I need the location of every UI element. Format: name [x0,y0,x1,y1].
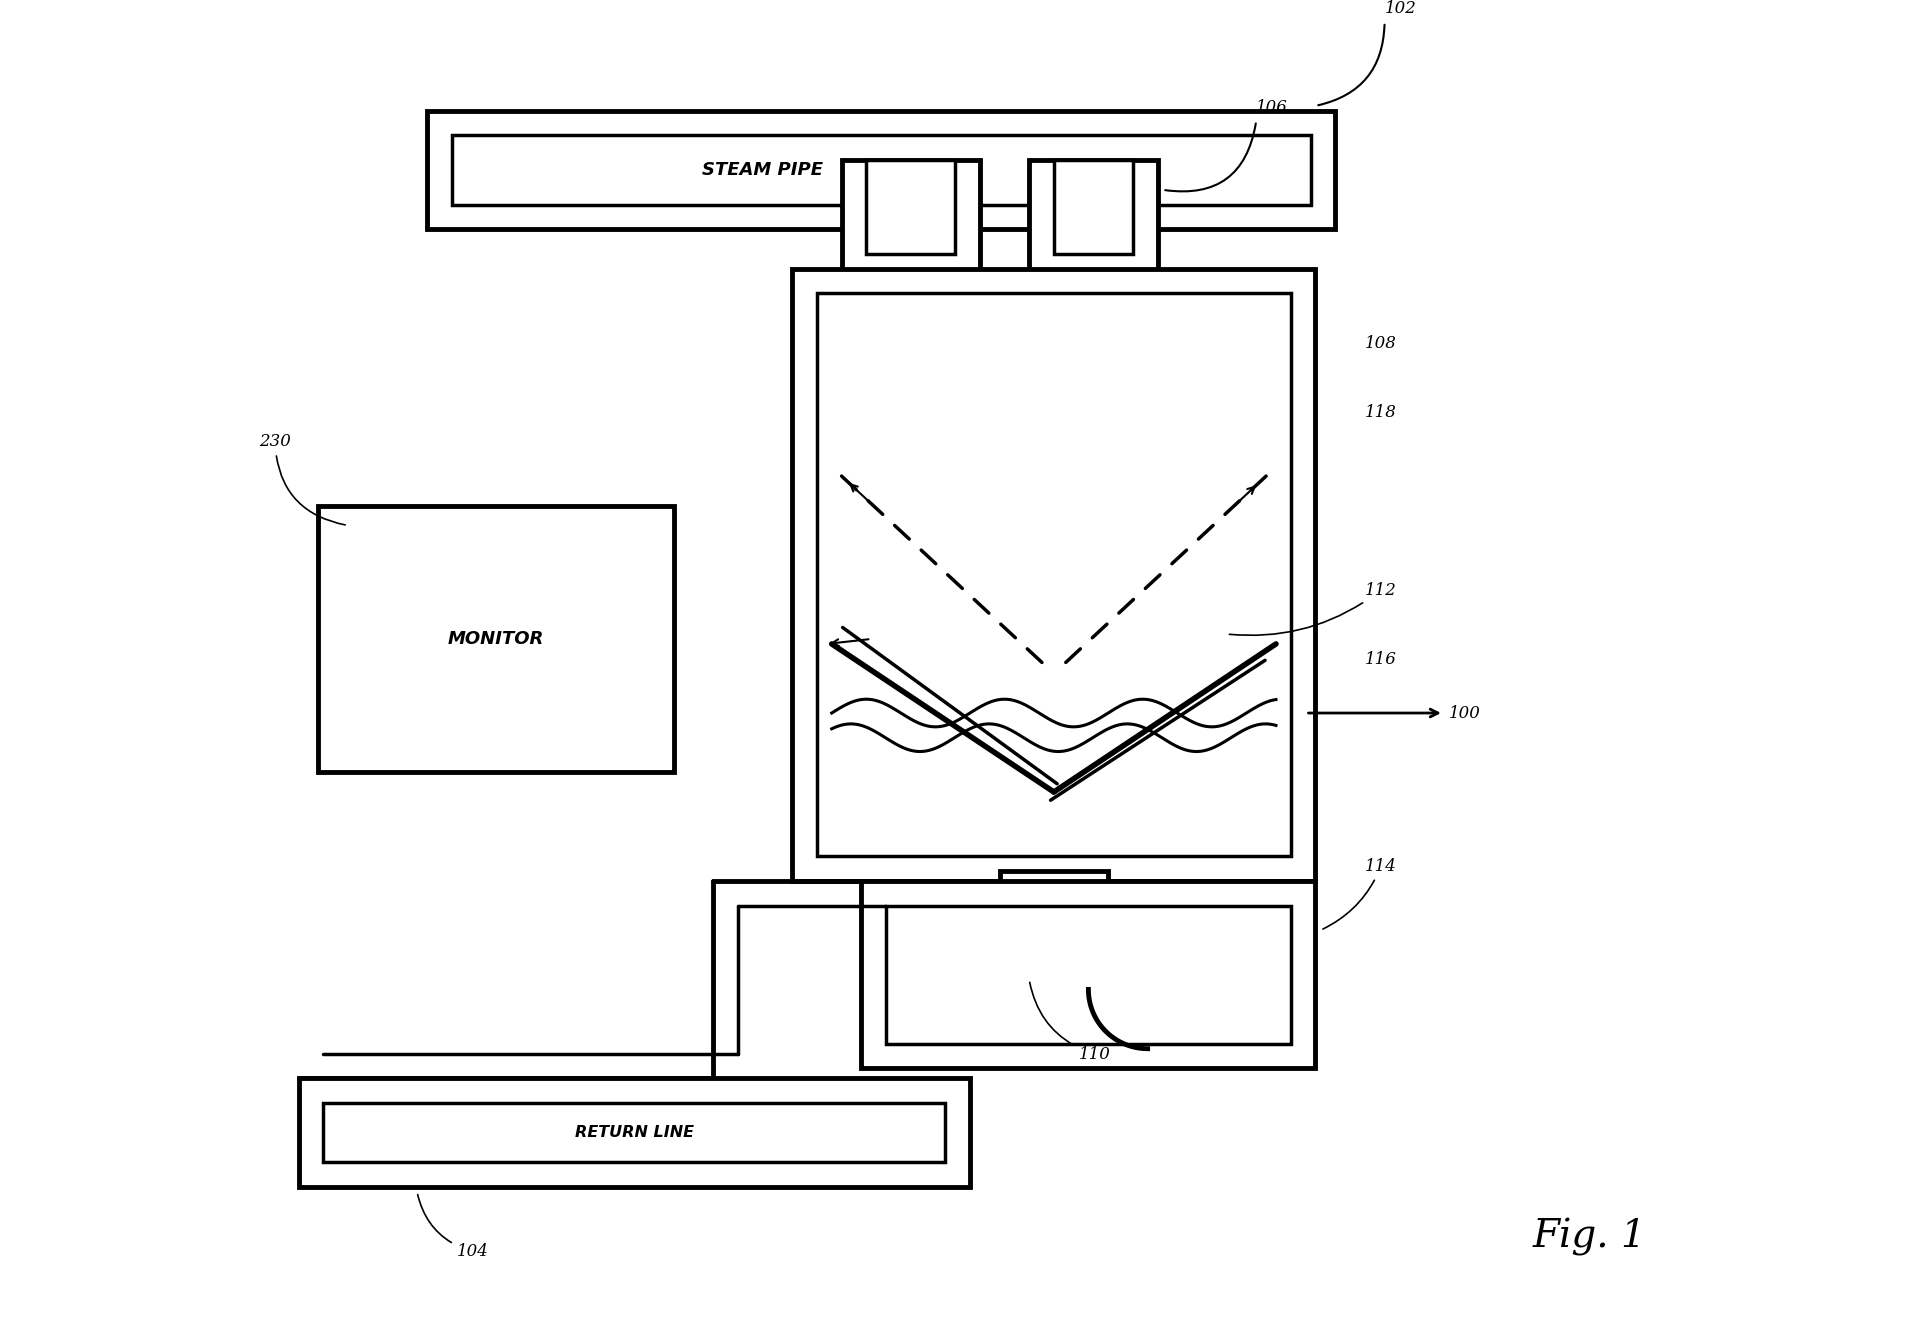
Bar [427,111,1336,230]
Bar [1000,870,1108,969]
Text: STEAM PIPE: STEAM PIPE [703,162,822,179]
Text: Fig. 1: Fig. 1 [1532,1218,1646,1256]
Text: RETURN LINE: RETURN LINE [575,1125,693,1140]
Text: 104: 104 [417,1195,488,1260]
Bar [841,160,980,279]
Bar [867,160,955,254]
Text: 108: 108 [1365,335,1397,351]
Text: 110: 110 [1031,983,1110,1063]
Text: 112: 112 [1229,582,1397,635]
Bar [816,294,1291,856]
Bar [861,881,1316,1068]
Bar [1029,160,1158,279]
Bar [791,268,1316,881]
Text: 114: 114 [1322,858,1397,929]
Bar [452,135,1310,204]
Text: 106: 106 [1256,99,1287,116]
Text: 100: 100 [1449,705,1480,721]
Bar [324,1103,946,1163]
Bar [1054,160,1133,254]
Text: MONITOR: MONITOR [448,630,544,647]
Text: 230: 230 [259,434,345,525]
Bar [886,905,1291,1044]
Bar [299,1079,971,1187]
Text: 102: 102 [1384,0,1417,17]
Text: 116: 116 [1365,650,1397,668]
Text: 118: 118 [1365,405,1397,421]
Bar [318,506,674,772]
